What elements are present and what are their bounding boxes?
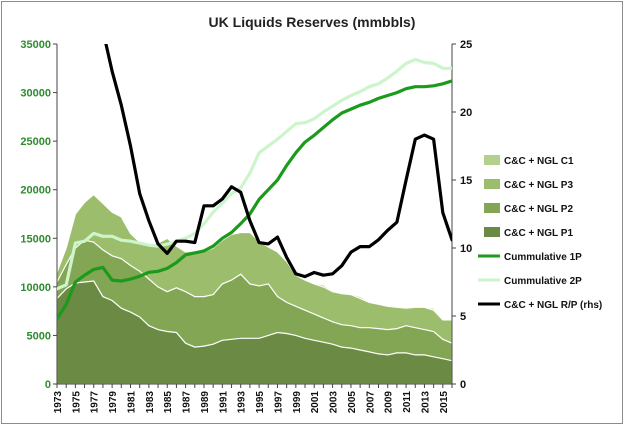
left-tick-label: 10000 bbox=[20, 282, 51, 294]
x-tick-label: 2015 bbox=[439, 391, 450, 414]
legend-swatch bbox=[484, 179, 500, 189]
x-tick-label: 2003 bbox=[329, 391, 340, 414]
right-tick-label: 0 bbox=[460, 379, 466, 391]
left-tick-label: 5000 bbox=[27, 330, 51, 342]
right-tick-label: 20 bbox=[460, 107, 472, 119]
x-tick-label: 1977 bbox=[90, 391, 101, 414]
legend-label: C&C + NGL P3 bbox=[504, 180, 573, 191]
legend-item: C&C + NGL R/P (rhs) bbox=[478, 300, 602, 311]
x-tick-label: 1993 bbox=[237, 391, 248, 414]
x-tick-label: 2013 bbox=[420, 391, 431, 414]
x-tick-label: 2005 bbox=[347, 391, 358, 414]
x-tick-label: 1997 bbox=[273, 391, 284, 414]
axes-group: 0 5000 10000 15000 20000 25000 30000 35000 0 5 10 1… bbox=[20, 39, 472, 413]
area-series-group bbox=[56, 193, 453, 385]
x-tick-label: 1989 bbox=[200, 391, 211, 414]
x-tick-label: 1995 bbox=[255, 391, 266, 414]
x-tick-label: 1979 bbox=[108, 391, 119, 414]
x-tick-label: 1975 bbox=[71, 391, 82, 414]
x-tick-label: 1983 bbox=[145, 391, 156, 414]
left-tick-label: 25000 bbox=[20, 136, 51, 148]
left-tick-label: 35000 bbox=[20, 39, 51, 51]
line-cummulative-1p bbox=[57, 79, 452, 321]
legend-swatch bbox=[484, 227, 500, 237]
legend-item: C&C + NGL C1 bbox=[484, 155, 574, 167]
x-tick-label: 1999 bbox=[292, 391, 303, 414]
right-tick-label: 10 bbox=[460, 243, 472, 255]
x-tick-label: 2009 bbox=[384, 391, 395, 414]
legend-item: Cummulative 1P bbox=[478, 252, 582, 263]
right-tick-label: 25 bbox=[460, 39, 472, 51]
area-c-c-ngl-p1 bbox=[56, 280, 453, 385]
x-tick-label: 1981 bbox=[126, 391, 137, 414]
legend-item: C&C + NGL P2 bbox=[484, 203, 573, 215]
left-tick-label: 15000 bbox=[20, 233, 51, 245]
left-tick-label: 0 bbox=[45, 379, 51, 391]
legend-label: C&C + NGL C1 bbox=[504, 156, 574, 167]
legend-item: Cummulative 2P bbox=[478, 276, 582, 287]
x-tick-label: 1991 bbox=[218, 391, 229, 414]
legend: C&C + NGL C1 C&C + NGL P3 C&C + NGL P2 C&C … bbox=[478, 155, 602, 311]
legend-label: C&C + NGL P2 bbox=[504, 204, 573, 215]
right-tick-label: 5 bbox=[460, 311, 466, 323]
legend-label: C&C + NGL P1 bbox=[504, 228, 573, 239]
x-tick-label: 1987 bbox=[182, 391, 193, 414]
x-tick-label: 2007 bbox=[365, 391, 376, 414]
legend-label: Cummulative 2P bbox=[504, 276, 582, 287]
legend-label: Cummulative 1P bbox=[504, 252, 582, 263]
line-cummulative-2p bbox=[57, 57, 452, 291]
line-c-c-ngl-r-p-rhs bbox=[104, 44, 452, 279]
right-tick-label: 15 bbox=[460, 175, 472, 187]
left-tick-label: 20000 bbox=[20, 185, 51, 197]
x-tick-label: 1973 bbox=[53, 391, 64, 414]
x-tick-label: 2011 bbox=[402, 391, 413, 413]
legend-item: C&C + NGL P3 bbox=[484, 179, 573, 191]
chart-title: UK Liquids Reserves (mmbbls) bbox=[209, 14, 416, 30]
line-series-group bbox=[57, 44, 452, 321]
x-tick-label: 2001 bbox=[310, 391, 321, 414]
legend-swatch bbox=[484, 155, 500, 165]
legend-swatch bbox=[484, 203, 500, 213]
left-tick-label: 30000 bbox=[20, 88, 51, 100]
x-tick-label: 1985 bbox=[163, 391, 174, 414]
legend-item: C&C + NGL P1 bbox=[484, 227, 573, 239]
legend-label: C&C + NGL R/P (rhs) bbox=[504, 300, 602, 311]
